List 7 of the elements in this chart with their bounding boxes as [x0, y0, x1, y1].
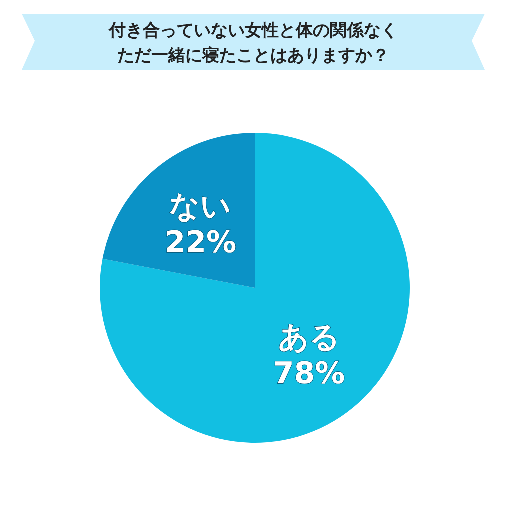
pie-slice: [100, 133, 410, 443]
data-label: 78%: [273, 356, 346, 392]
slice-label: ある: [278, 320, 340, 356]
pie-slice: [102, 133, 255, 288]
data-label: 22%: [164, 225, 237, 260]
chart-title: 付き合っていない女性と体の関係なくただ一緒に寝たことはありますか？: [108, 21, 398, 66]
slice-label: ない: [170, 189, 232, 224]
